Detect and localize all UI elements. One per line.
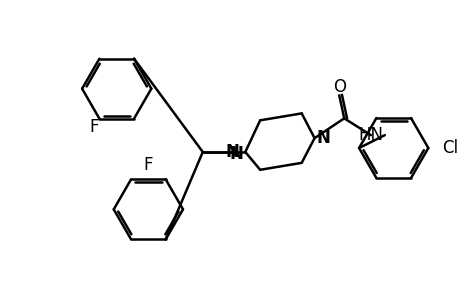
- Text: N: N: [229, 145, 243, 163]
- Text: O: O: [332, 78, 345, 96]
- Text: Cl: Cl: [441, 139, 457, 157]
- Text: N: N: [316, 129, 330, 147]
- Text: F: F: [90, 118, 99, 136]
- Text: N: N: [225, 143, 239, 161]
- Text: HN: HN: [358, 126, 383, 144]
- Text: F: F: [143, 156, 153, 174]
